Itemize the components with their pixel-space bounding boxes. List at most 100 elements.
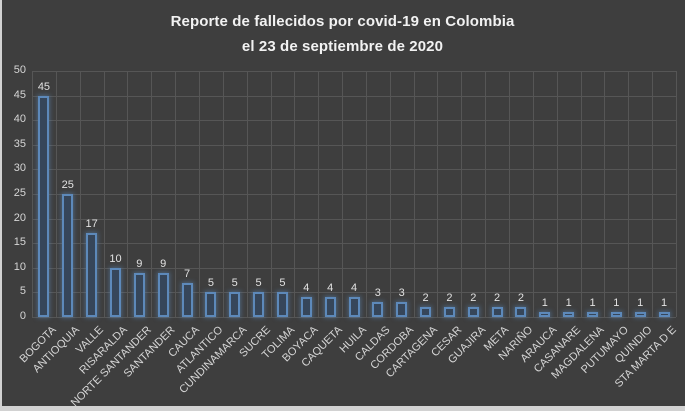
bar — [515, 307, 527, 317]
v-gridline — [604, 71, 606, 317]
h-gridline — [32, 218, 676, 220]
bar — [348, 297, 360, 317]
v-gridline — [294, 71, 296, 317]
bar — [229, 292, 241, 317]
v-gridline — [175, 71, 177, 317]
v-gridline — [556, 71, 558, 317]
y-axis-label: 30 — [13, 162, 26, 175]
v-gridline — [628, 71, 630, 317]
bar-value-label: 9 — [160, 257, 167, 270]
bar — [253, 292, 265, 317]
bar-value-label: 1 — [565, 297, 572, 310]
y-axis-label: 40 — [13, 113, 26, 126]
bar-value-label: 1 — [541, 297, 548, 310]
bar — [396, 302, 408, 317]
bar-value-label: 5 — [279, 277, 286, 290]
bar — [62, 194, 74, 317]
bar — [300, 297, 312, 317]
bar — [86, 233, 98, 317]
bar — [491, 307, 503, 317]
v-gridline — [79, 71, 81, 317]
bar — [133, 272, 145, 317]
h-gridline — [32, 120, 676, 122]
v-gridline — [461, 71, 463, 317]
v-gridline — [246, 71, 248, 317]
h-gridline — [32, 95, 676, 97]
bar — [587, 312, 599, 317]
bar-value-label: 5 — [231, 277, 238, 290]
bar-value-label: 45 — [37, 80, 51, 93]
v-gridline — [222, 71, 224, 317]
bar — [443, 307, 455, 317]
bar-value-label: 3 — [398, 287, 405, 300]
bar-value-label: 4 — [350, 282, 358, 295]
bar-value-label: 25 — [61, 179, 74, 191]
bar — [324, 297, 336, 317]
v-gridline — [55, 71, 57, 317]
bar-value-label: 1 — [661, 297, 668, 310]
bar — [539, 312, 551, 317]
bar-value-label: 7 — [183, 267, 191, 280]
y-axis-label: 0 — [19, 310, 26, 322]
bar-value-label: 10 — [109, 252, 122, 265]
v-gridline — [127, 71, 129, 317]
v-gridline — [389, 71, 391, 317]
bar-value-label: 2 — [494, 292, 501, 305]
bar — [181, 282, 193, 317]
window-edge-bottom — [0, 406, 685, 411]
bar — [157, 272, 169, 317]
bar-value-label: 1 — [637, 297, 644, 310]
v-gridline — [532, 71, 534, 317]
y-axis-label: 45 — [13, 88, 26, 101]
chart-title-line2: el 23 de septiembre de 2020 — [241, 38, 444, 55]
v-gridline — [342, 71, 344, 317]
bar-value-label: 1 — [613, 297, 620, 310]
bar-value-label: 5 — [255, 277, 262, 290]
bar — [658, 312, 670, 317]
bar-value-label: 3 — [374, 287, 381, 300]
v-gridline — [580, 71, 582, 317]
bar-value-label: 4 — [327, 282, 334, 295]
v-gridline — [509, 71, 511, 317]
h-gridline — [32, 267, 676, 269]
bar — [109, 267, 121, 317]
bar — [205, 292, 217, 317]
bar-value-label: 9 — [136, 257, 143, 270]
y-axis-label: 10 — [13, 260, 26, 273]
bar — [563, 312, 575, 317]
h-gridline — [32, 169, 676, 171]
h-gridline — [32, 71, 676, 72]
y-axis-label: 15 — [13, 236, 26, 249]
v-gridline — [198, 71, 200, 317]
v-gridline — [676, 71, 677, 317]
v-gridline — [437, 71, 439, 317]
v-gridline — [32, 71, 33, 317]
window-edge-left — [0, 0, 2, 411]
v-gridline — [270, 71, 272, 317]
bar-value-label: 2 — [470, 292, 477, 305]
y-axis-label: 5 — [19, 285, 26, 298]
bar-value-label: 1 — [589, 297, 596, 310]
bar-value-label: 2 — [422, 292, 429, 305]
bar-value-label: 2 — [446, 292, 453, 305]
h-gridline — [32, 292, 676, 294]
bar — [420, 307, 432, 317]
bar-value-label: 2 — [517, 292, 525, 305]
bar — [634, 312, 646, 317]
h-gridline — [32, 317, 676, 318]
y-axis-label: 20 — [13, 211, 26, 224]
bar-value-label: 5 — [207, 277, 214, 290]
v-gridline — [151, 71, 153, 317]
bar — [372, 302, 384, 317]
v-gridline — [652, 71, 654, 317]
bar-value-label: 17 — [85, 218, 98, 231]
y-axis-label: 50 — [13, 64, 26, 76]
y-axis-label: 25 — [13, 187, 26, 199]
h-gridline — [32, 144, 676, 146]
bar — [276, 292, 288, 317]
y-axis-label: 35 — [13, 137, 26, 150]
v-gridline — [485, 71, 487, 317]
chart-title: Reporte de fallecidos por covid-19 en Co… — [0, 9, 685, 59]
v-gridline — [103, 71, 105, 317]
